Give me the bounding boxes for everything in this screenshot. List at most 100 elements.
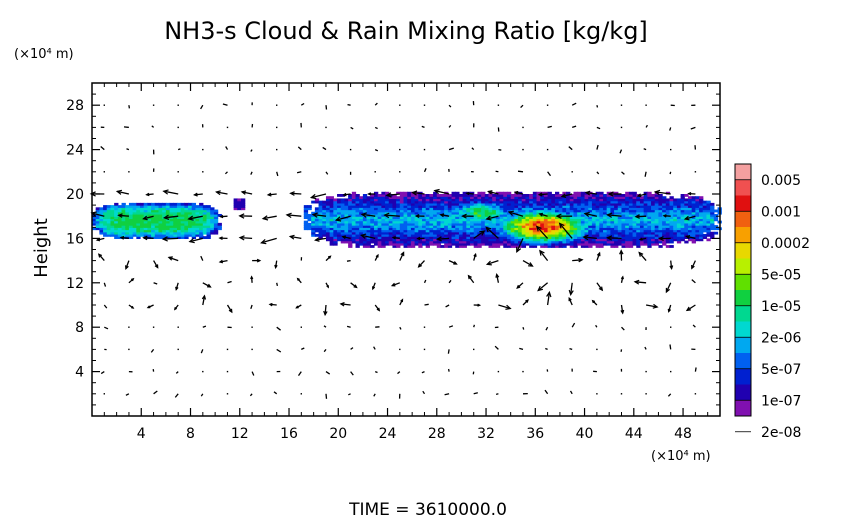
cloud-cell	[477, 227, 482, 231]
cloud-cell	[606, 191, 611, 195]
cloud-cell	[499, 220, 504, 224]
cloud-cell	[373, 218, 379, 222]
cloud-cell	[110, 233, 115, 237]
cloud-cell	[180, 216, 185, 220]
cloud-cell	[373, 211, 379, 215]
cloud-cell	[591, 231, 597, 235]
cloud-cell	[362, 220, 368, 224]
cloud-cell	[451, 227, 456, 231]
cloud-cell	[444, 207, 449, 211]
cloud-cell	[114, 202, 119, 206]
cloud-cell	[458, 218, 464, 222]
cloud-cell	[662, 198, 667, 202]
cloud-cell	[529, 225, 534, 228]
cloud-cell	[340, 233, 346, 237]
cloud-cell	[514, 238, 519, 242]
cloud-cell	[492, 209, 497, 213]
cloud-cell	[213, 229, 219, 233]
cloud-cell	[676, 200, 682, 204]
cloud-cell	[422, 236, 427, 239]
wind-arrow	[694, 367, 697, 372]
cloud-cell	[466, 196, 471, 200]
wind-arrow	[250, 149, 253, 152]
wind-arrow	[167, 256, 179, 262]
cloud-cell	[470, 222, 475, 226]
cloud-cell	[617, 200, 623, 204]
wind-arrow	[200, 104, 204, 110]
cloud-cell	[103, 209, 108, 213]
cloud-cell	[684, 231, 689, 235]
cloud-cell	[547, 205, 552, 208]
cloud-cell	[337, 231, 342, 235]
cloud-cell	[562, 233, 567, 237]
cloud-cell	[165, 211, 171, 215]
cloud-cell	[433, 200, 438, 204]
cloud-cell	[373, 200, 379, 204]
cloud-cell	[92, 227, 97, 231]
wind-arrow	[200, 393, 204, 397]
cloud-cell	[396, 191, 401, 195]
cloud-cell	[337, 233, 342, 237]
cloud-cell	[566, 242, 571, 246]
cloud-cell	[403, 242, 408, 246]
cloud-cell	[636, 225, 641, 228]
cloud-cell	[521, 233, 527, 237]
cloud-cell	[340, 231, 346, 235]
cloud-cell	[687, 238, 693, 242]
cloud-cell	[662, 205, 667, 208]
cloud-cell	[591, 209, 597, 213]
cloud-cell	[584, 225, 589, 228]
colorbar-label: 5e-05	[761, 267, 801, 283]
wind-arrow	[177, 348, 179, 351]
cloud-cell	[647, 202, 652, 206]
cloud-cell	[173, 222, 178, 226]
cloud-cell	[366, 198, 371, 202]
cloud-cell	[699, 198, 704, 202]
cloud-cell	[510, 222, 515, 226]
cloud-cell	[606, 220, 611, 224]
wind-arrow	[620, 393, 623, 395]
cloud-cell	[628, 225, 634, 228]
cloud-cell	[407, 194, 412, 197]
cloud-cell	[555, 202, 560, 206]
cloud-region-left	[92, 202, 222, 239]
cloud-cell	[385, 220, 390, 224]
cloud-cell	[381, 222, 386, 226]
y-tick-label: 28	[66, 98, 84, 114]
cloud-cell	[344, 222, 349, 226]
cloud-cell	[333, 200, 338, 204]
cloud-cell	[455, 196, 460, 200]
cloud-cell	[173, 227, 178, 231]
cloud-cell	[651, 236, 656, 239]
cloud-cell	[199, 225, 204, 228]
cloud-cell	[143, 205, 149, 208]
cloud-cell	[455, 240, 460, 244]
cloud-cell	[540, 238, 545, 242]
cloud-cell	[532, 227, 538, 231]
cloud-cell	[410, 238, 416, 242]
wind-arrow	[445, 304, 450, 308]
wind-arrow	[667, 393, 672, 397]
cloud-cell	[444, 245, 449, 248]
cloud-cell	[506, 200, 512, 204]
wind-arrow	[177, 171, 179, 173]
cloud-cell	[355, 198, 360, 202]
cloud-cell	[591, 242, 597, 246]
cloud-cell	[477, 218, 482, 222]
cloud-cell	[699, 220, 704, 224]
cloud-cell	[529, 202, 534, 206]
cloud-cell	[639, 218, 645, 222]
cloud-cell	[355, 242, 360, 246]
cloud-cell	[440, 238, 445, 242]
cloud-cell	[647, 205, 652, 208]
cloud-cell	[632, 200, 637, 204]
cloud-cell	[665, 236, 671, 239]
wind-arrow	[670, 148, 672, 151]
cloud-cell	[495, 240, 501, 244]
wind-arrow	[662, 214, 671, 218]
cloud-cell	[532, 211, 538, 215]
cloud-cell	[158, 233, 163, 237]
cloud-cell	[180, 229, 185, 233]
cloud-cell	[373, 233, 379, 237]
cloud-cell	[680, 209, 685, 213]
